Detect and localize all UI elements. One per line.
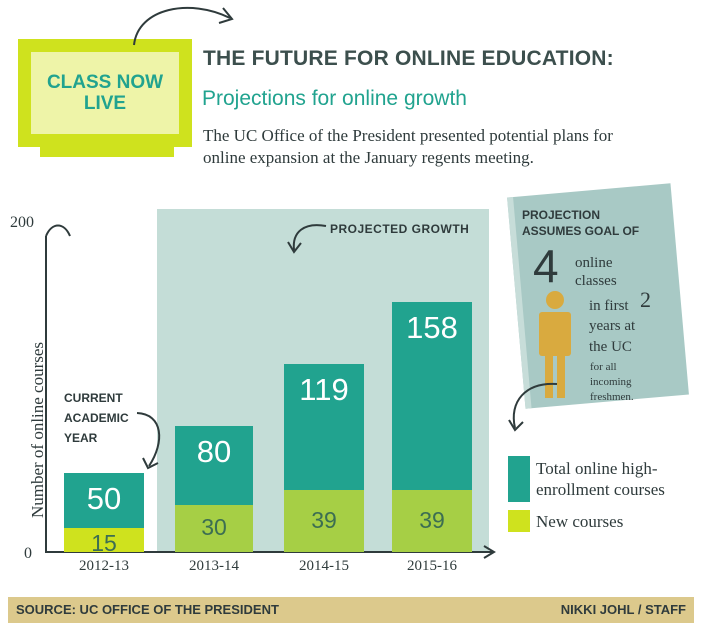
monitor-icon: CLASS NOW LIVE <box>18 39 192 147</box>
note-text-freshmen: freshmen. <box>590 391 634 403</box>
data-label-total-2015-16: 158 <box>406 310 458 346</box>
bar-new-2014-15 <box>284 490 364 552</box>
data-label-new-2014-15: 39 <box>311 507 337 534</box>
monitor-neck <box>92 134 122 143</box>
note-text-classes: classes <box>575 273 617 289</box>
current-arrow-icon <box>136 412 161 470</box>
footer-bar: SOURCE: UC OFFICE OF THE PRESIDENT NIKKI… <box>8 597 694 623</box>
note-number-4: 4 <box>533 240 559 292</box>
projected-arrow-icon <box>287 224 327 254</box>
note-text-for-all: for all <box>590 361 617 373</box>
data-label-total-2013-14: 80 <box>196 433 232 469</box>
monitor-text-line1: CLASS NOW <box>46 72 164 93</box>
y-tick-zero: 0 <box>24 545 32 562</box>
data-label-new-2015-16: 39 <box>419 507 445 534</box>
current-year-line2: ACADEMIC <box>64 411 129 425</box>
monitor-base <box>40 143 174 157</box>
legend-swatch-new <box>508 510 530 532</box>
y-tick-max: 200 <box>10 214 34 231</box>
x-tick-2012-13: 2012-13 <box>79 558 129 574</box>
y-axis-label: Number of online courses <box>28 341 47 519</box>
note-heading: PROJECTION ASSUMES GOAL OF <box>522 207 672 239</box>
note-arrow-icon <box>508 382 558 432</box>
data-label-new-2013-14: 30 <box>201 514 227 541</box>
note-text-in-first: in first <box>589 298 629 314</box>
current-year-label: CURRENT ACADEMIC YEAR <box>64 388 129 448</box>
data-label-total-2012-13: 50 <box>86 481 122 516</box>
note-text-the-uc: the UC <box>589 339 632 355</box>
page-title: THE FUTURE FOR ONLINE EDUCATION: <box>203 47 614 70</box>
footer-source: SOURCE: UC OFFICE OF THE PRESIDENT <box>16 602 279 617</box>
data-label-new-2012-13: 15 <box>91 530 117 557</box>
intro-text: The UC Office of the President presented… <box>203 126 613 167</box>
current-year-line1: CURRENT <box>64 391 123 405</box>
legend-new: New courses <box>536 512 624 531</box>
projected-growth-label: PROJECTED GROWTH <box>330 222 470 236</box>
x-tick-2015-16: 2015-16 <box>407 558 457 574</box>
data-label-total-2014-15: 119 <box>299 371 349 407</box>
x-tick-2014-15: 2014-15 <box>299 558 349 574</box>
note-text-incoming: incoming <box>590 376 632 388</box>
bar-new-2012-13 <box>64 528 144 552</box>
bar-new-2013-14 <box>175 504 253 552</box>
curly-arrow-icon <box>133 6 234 46</box>
page-subtitle: Projections for online growth <box>202 87 467 110</box>
note-text-online: online <box>575 255 613 271</box>
current-year-line3: YEAR <box>64 431 98 445</box>
monitor-text-line2: LIVE <box>83 93 127 114</box>
footer-credit: NIKKI JOHL / STAFF <box>560 602 686 617</box>
person-icon <box>539 291 571 398</box>
note-text-years-at: years at <box>589 318 636 334</box>
note-number-2: 2 <box>640 287 651 312</box>
bar-new-2015-16 <box>392 490 472 552</box>
legend-total-line2: enrollment courses <box>536 480 665 499</box>
x-tick-2013-14: 2013-14 <box>189 558 239 574</box>
note-heading-line2: ASSUMES GOAL OF <box>522 224 640 238</box>
legend-swatch-total <box>508 456 530 502</box>
note-heading-line1: PROJECTION <box>522 208 601 222</box>
legend-total-line1: Total online high- <box>536 459 658 478</box>
